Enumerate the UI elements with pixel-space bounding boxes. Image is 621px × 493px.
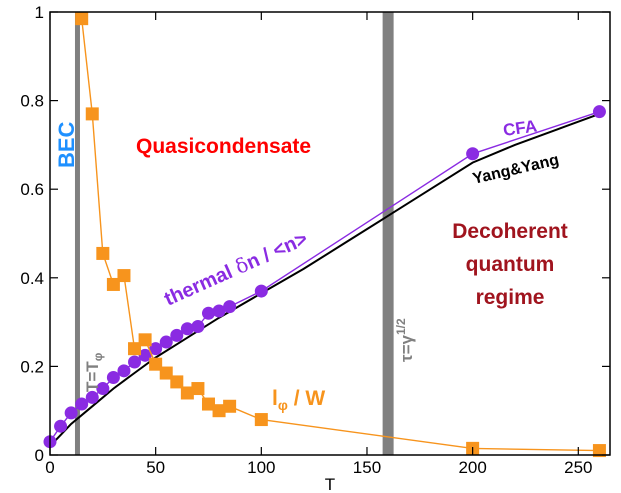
series-2-point — [180, 386, 194, 400]
x-axis-title: T — [325, 475, 335, 493]
vertical-band-1 — [382, 12, 394, 455]
series-2-point — [106, 277, 120, 291]
series-2-point — [75, 12, 89, 26]
quasicondensate-label: Quasicondensate — [136, 135, 311, 158]
series-1-point — [149, 342, 163, 356]
thermal-label: thermal δn / <n> — [160, 226, 311, 311]
x-tick-label: 200 — [458, 458, 486, 477]
ticks-layer: 0 50 100 150 200 250 0 0.2 0.4 0.6 0.8 1 — [20, 3, 610, 477]
bands-layer — [74, 12, 394, 455]
series-2-point — [223, 399, 237, 413]
series-1-point — [191, 320, 205, 334]
series-1-point — [170, 328, 184, 342]
series-2-point — [201, 397, 215, 411]
y-tick-label: 0.4 — [20, 269, 44, 288]
series-1-point — [159, 335, 173, 349]
series-2-point — [96, 246, 110, 260]
x-tick-label: 100 — [247, 458, 275, 477]
series-1-point — [75, 397, 89, 411]
plot-frame — [49, 11, 611, 456]
series-1-point — [223, 300, 237, 314]
series-1-point — [128, 355, 142, 369]
series-1-point — [180, 322, 194, 336]
y-tick-label: 1 — [35, 3, 44, 22]
quantum-label: quantum — [466, 253, 555, 276]
bec-label: BEC — [54, 121, 79, 168]
series-1-point — [592, 105, 606, 119]
regime-label: regime — [476, 286, 545, 309]
series-2-point — [159, 366, 173, 380]
x-tick-label: 50 — [146, 458, 165, 477]
series-1-point — [96, 382, 110, 396]
series-2-point — [138, 333, 152, 347]
series-2-point — [592, 444, 606, 458]
band-label-tphi: T=Tφ — [83, 352, 105, 392]
series-2-point — [117, 269, 131, 283]
y-tick-label: 0.6 — [20, 180, 44, 199]
series-0-line — [49, 112, 600, 447]
series-1-point — [201, 306, 215, 320]
series-2-point — [191, 382, 205, 396]
series-2-point — [254, 413, 268, 427]
cfa-label: CFA — [502, 116, 538, 140]
x-tick-label: 0 — [45, 458, 54, 477]
series-2-point — [85, 107, 99, 121]
series-1-point — [138, 348, 152, 362]
series-1-point — [117, 364, 131, 378]
series-2-point — [128, 342, 142, 356]
series-layer — [43, 12, 606, 458]
series-1-point — [106, 370, 120, 384]
y-tick-label: 0.2 — [20, 357, 44, 376]
x-tick-label: 250 — [564, 458, 592, 477]
series-1-point — [212, 304, 226, 318]
series-2-point — [212, 404, 226, 418]
lphi-label: lφ / W — [272, 387, 325, 413]
series-1-point — [54, 419, 68, 433]
band-label-tau: τ=γ1/2 — [394, 318, 416, 362]
series-1-point — [254, 284, 268, 298]
y-tick-label: 0 — [35, 446, 44, 465]
series-1-point — [85, 390, 99, 404]
series-1-point — [466, 147, 480, 161]
series-2-point — [149, 357, 163, 371]
series-2-point — [170, 375, 184, 389]
series-1-point — [64, 406, 78, 420]
x-tick-label: 150 — [353, 458, 381, 477]
vertical-band-0 — [74, 12, 80, 455]
decoherent-label: Decoherent — [452, 220, 568, 243]
y-tick-label: 0.8 — [20, 92, 44, 111]
